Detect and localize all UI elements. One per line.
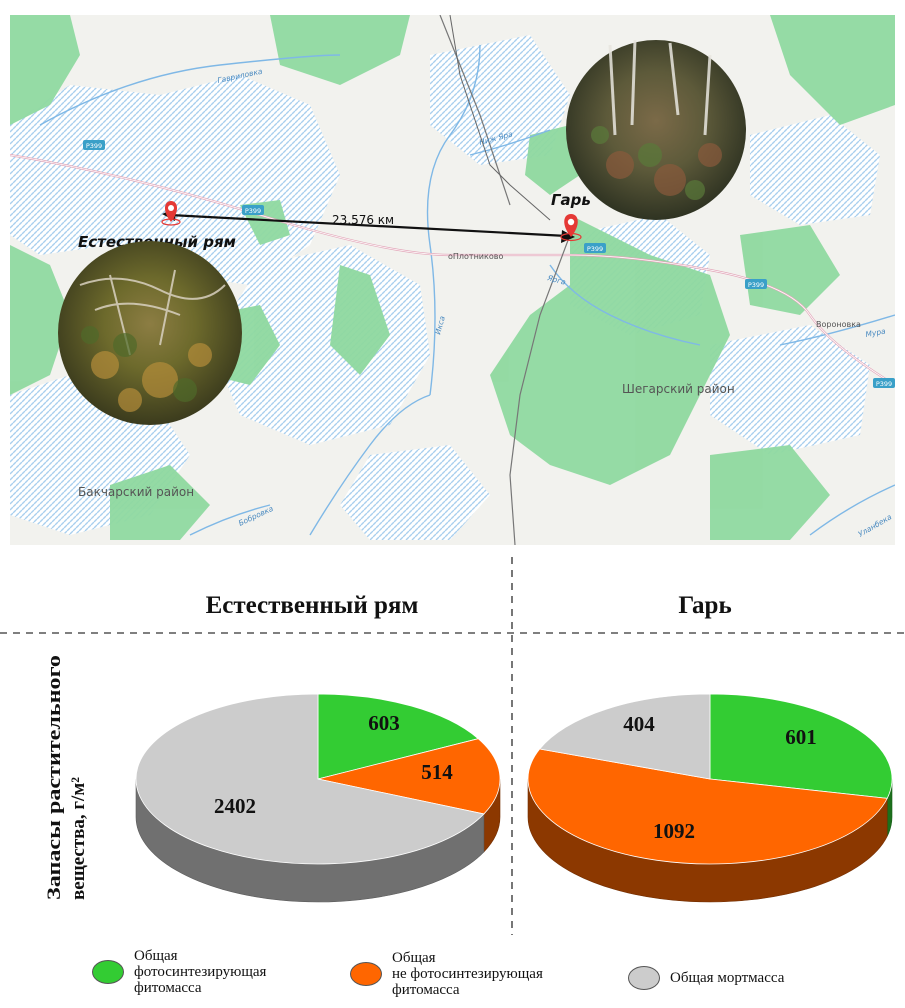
road-shield-label: Р399 [245, 207, 261, 215]
chart-title-natural: Естественный рям [206, 592, 419, 619]
legend-item-photosynthetic: Общая фотосинтезирующая фитомасса [92, 948, 266, 996]
pie-burn: 601 1092 404 [527, 693, 893, 903]
pie-slice [709, 693, 893, 799]
marker-natural [161, 201, 181, 226]
legend: Общая фотосинтезирующая фитомасса Общая … [0, 940, 905, 1008]
district-border [449, 15, 551, 221]
district-label-bakcharsky: Бакчарский район [78, 485, 194, 499]
charts-panel: Естественный рям Гарь Запасы растительно… [0, 545, 905, 940]
chart-title-burn: Гарь [678, 592, 731, 619]
legend-label: фитомасса [134, 980, 202, 996]
pie-natural: 603 514 2402 [135, 693, 501, 903]
legend-label: не фотосинтезирующая [392, 966, 543, 982]
road-shields: Р399 Р399 Р399 Р399 Р399 [83, 140, 895, 388]
place-label-plotnikovo: оПлотниково [448, 252, 503, 261]
road-shield-label: Р399 [587, 245, 603, 253]
road-shield-label: Р399 [86, 142, 102, 150]
legend-item-nonphotosynthetic: Общая не фотосинтезирующая фитомасса [350, 950, 543, 998]
legend-label: Общая [134, 948, 178, 964]
pie-slice [527, 748, 888, 865]
rivers [39, 44, 895, 536]
pie-value-label: 1092 [653, 819, 695, 843]
road-shield-label: Р399 [876, 380, 892, 388]
pie-value-label: 601 [785, 725, 817, 749]
y-axis-label-line2: вещества, г/м² [68, 777, 89, 900]
chart-dividers [0, 557, 905, 935]
river-label-murga: Мура [865, 327, 887, 339]
legend-label: Общая [392, 950, 436, 966]
legend-label: Общая мортмасса [670, 970, 785, 986]
pie-slice [317, 738, 501, 815]
marker-burn [560, 214, 582, 242]
legend-swatch [350, 962, 382, 986]
y-axis-label: Запасы растительного вещества, г/м² [44, 655, 89, 900]
photo-burn-site [566, 39, 746, 220]
pie-slice [317, 693, 480, 780]
legend-label: фотосинтезирующая [134, 964, 267, 980]
legend-item-mortmass: Общая мортмасса [628, 966, 784, 990]
district-label-shegarsky: Шегарский район [622, 382, 735, 396]
distance-label: 23,576 км [332, 213, 394, 227]
legend-label: фитомасса [392, 982, 460, 998]
place-label-voronovka: Вороновка [816, 320, 861, 329]
map-canvas: Р399 Р399 Р399 Р399 Р399 оПлотниково Вор… [10, 15, 895, 545]
y-axis-label-line1: Запасы растительного [44, 655, 65, 900]
road-shield-label: Р399 [748, 281, 764, 289]
pie-value-label: 404 [623, 712, 655, 736]
pie-slice [538, 693, 711, 780]
photo-natural-bog [58, 241, 242, 425]
pie-slice [135, 693, 485, 865]
legend-swatch [628, 966, 660, 990]
legend-swatch [92, 960, 124, 984]
pie-charts: Естественный рям Гарь Запасы растительно… [0, 557, 905, 935]
map-panel: Р399 Р399 Р399 Р399 Р399 оПлотниково Вор… [10, 15, 895, 545]
map-labels: оПлотниково Вороновка Шегарский район Ба… [78, 67, 894, 539]
roads [10, 15, 895, 545]
site-label-burn: Гарь [551, 191, 591, 209]
pie-value-label: 2402 [214, 794, 256, 818]
pie-value-label: 603 [368, 711, 400, 735]
pie-value-label: 514 [421, 760, 453, 784]
